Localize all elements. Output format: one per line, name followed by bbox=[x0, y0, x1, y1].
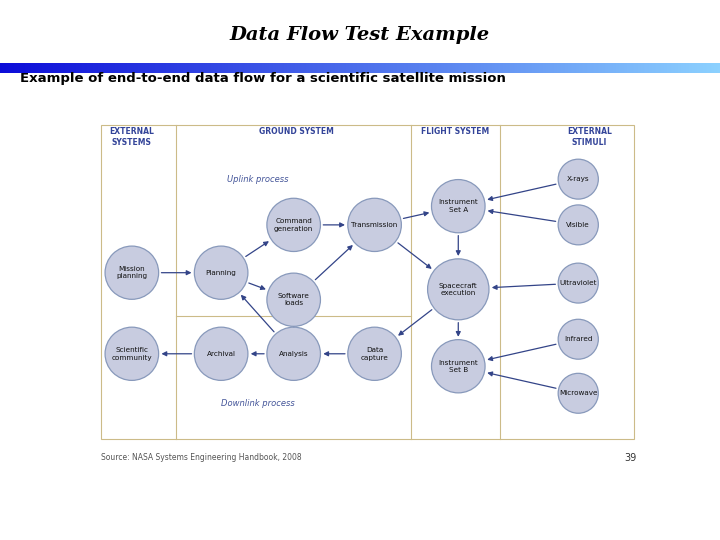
Text: Source: NASA Systems Engineering Handbook, 2008: Source: NASA Systems Engineering Handboo… bbox=[101, 453, 302, 462]
Text: Ultraviolet: Ultraviolet bbox=[559, 280, 597, 286]
Ellipse shape bbox=[558, 263, 598, 303]
Ellipse shape bbox=[348, 327, 401, 380]
Ellipse shape bbox=[431, 340, 485, 393]
Text: EXTERNAL
SYSTEMS: EXTERNAL SYSTEMS bbox=[109, 127, 154, 146]
Ellipse shape bbox=[558, 319, 598, 359]
Ellipse shape bbox=[105, 327, 158, 380]
Text: Archival: Archival bbox=[207, 351, 235, 357]
Text: Command
generation: Command generation bbox=[274, 218, 313, 232]
Text: Instrument
Set A: Instrument Set A bbox=[438, 199, 478, 213]
Text: Data Flow Test Example: Data Flow Test Example bbox=[230, 26, 490, 44]
Text: Example of end-to-end data flow for a scientific satellite mission: Example of end-to-end data flow for a sc… bbox=[20, 72, 506, 85]
Text: Data
capture: Data capture bbox=[361, 347, 389, 361]
Text: Analysis: Analysis bbox=[279, 351, 308, 357]
Ellipse shape bbox=[105, 246, 158, 299]
Text: Instrument
Set B: Instrument Set B bbox=[438, 360, 478, 373]
Text: Planning: Planning bbox=[206, 269, 237, 276]
Text: Infrared: Infrared bbox=[564, 336, 593, 342]
Text: EXTERNAL
STIMULI: EXTERNAL STIMULI bbox=[567, 127, 612, 146]
Ellipse shape bbox=[348, 198, 401, 252]
Text: Scientific
community: Scientific community bbox=[112, 347, 152, 361]
Text: Microwave: Microwave bbox=[559, 390, 598, 396]
Ellipse shape bbox=[267, 327, 320, 380]
Text: FLIGHT SYSTEM: FLIGHT SYSTEM bbox=[421, 127, 490, 136]
Ellipse shape bbox=[194, 246, 248, 299]
Text: Downlink process: Downlink process bbox=[220, 399, 294, 408]
Text: Uplink process: Uplink process bbox=[227, 174, 288, 184]
Text: Transmission: Transmission bbox=[351, 222, 397, 228]
Ellipse shape bbox=[194, 327, 248, 380]
Ellipse shape bbox=[558, 373, 598, 413]
Text: X-rays: X-rays bbox=[567, 176, 590, 182]
Text: Visible: Visible bbox=[567, 222, 590, 228]
Text: Software
loads: Software loads bbox=[278, 293, 310, 307]
Ellipse shape bbox=[267, 273, 320, 326]
Ellipse shape bbox=[558, 159, 598, 199]
Ellipse shape bbox=[428, 259, 489, 320]
Text: Mission
planning: Mission planning bbox=[117, 266, 148, 280]
Ellipse shape bbox=[431, 180, 485, 233]
Text: Spacecraft
execution: Spacecraft execution bbox=[439, 282, 477, 296]
Ellipse shape bbox=[267, 198, 320, 252]
Text: GROUND SYSTEM: GROUND SYSTEM bbox=[259, 127, 334, 136]
Ellipse shape bbox=[558, 205, 598, 245]
Text: 39: 39 bbox=[624, 453, 637, 463]
